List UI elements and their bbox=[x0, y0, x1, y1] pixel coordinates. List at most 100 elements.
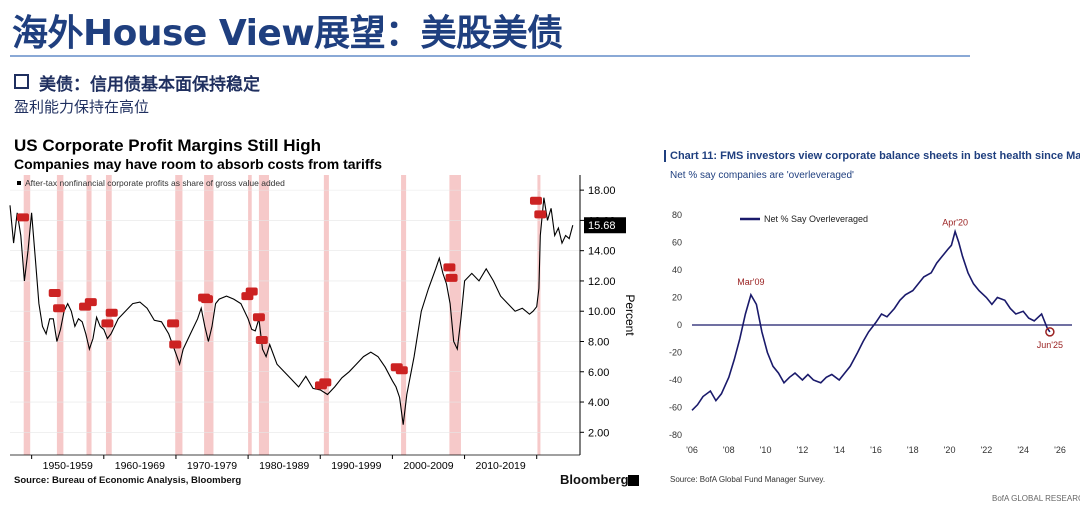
x-tick-label: 2000-2009 bbox=[403, 460, 453, 470]
tariff-marker bbox=[245, 287, 258, 296]
recession-band bbox=[175, 175, 183, 455]
square-bullet-icon bbox=[14, 74, 29, 89]
recession-band bbox=[248, 175, 252, 455]
tariff-marker bbox=[53, 304, 66, 313]
y-tick-label: 18.00 bbox=[588, 185, 616, 197]
annotation-label: Mar'09 bbox=[737, 277, 764, 287]
bloomberg-icon bbox=[628, 475, 639, 486]
tariff-marker bbox=[534, 210, 547, 219]
overleveraged-line bbox=[691, 228, 1051, 411]
recession-band bbox=[86, 175, 92, 455]
tariff-marker bbox=[395, 366, 408, 375]
right-chart-source: Source: BofA Global Fund Manager Survey. bbox=[670, 475, 826, 484]
y-tick-label: 4.00 bbox=[588, 397, 609, 409]
y-tick-label: 14.00 bbox=[588, 246, 616, 258]
left-chart: 18.0016.0014.0012.0010.008.006.004.002.0… bbox=[9, 175, 637, 470]
recession-band bbox=[537, 175, 541, 455]
title-divider bbox=[10, 55, 970, 57]
recession-band bbox=[449, 175, 461, 455]
x-tick-label: 1950-1959 bbox=[43, 460, 93, 470]
tariff-marker bbox=[443, 263, 456, 272]
x-tick-label: '06 bbox=[686, 445, 698, 455]
annotation-circle bbox=[1045, 327, 1055, 337]
tariff-marker bbox=[84, 298, 97, 307]
left-chart-title: US Corporate Profit Margins Still High bbox=[14, 136, 321, 155]
last-value-label: 15.68 bbox=[588, 220, 616, 232]
right-chart-title: Chart 11: FMS investors view corporate b… bbox=[664, 150, 1080, 162]
x-tick-label: '14 bbox=[833, 445, 845, 455]
profit-margin-line bbox=[9, 197, 574, 425]
y-tick-label: 10.00 bbox=[588, 306, 616, 318]
legend-label: After-tax nonfinancial corporate profits… bbox=[25, 178, 285, 188]
tariff-marker bbox=[16, 213, 29, 222]
annotation-label: Jun'25 bbox=[1037, 340, 1063, 350]
x-tick-label: '10 bbox=[760, 445, 772, 455]
x-tick-label: 1990-1999 bbox=[331, 460, 381, 470]
tariff-marker bbox=[252, 313, 265, 322]
tariff-marker bbox=[48, 289, 61, 298]
recession-band bbox=[23, 175, 31, 455]
y-tick-label: 20 bbox=[672, 293, 682, 303]
x-tick-label: 2010-2019 bbox=[476, 460, 526, 470]
y-tick-label: -80 bbox=[669, 430, 682, 440]
y-tick-label: 6.00 bbox=[588, 367, 609, 379]
recession-band bbox=[323, 175, 329, 455]
right-annotations: Mar'09 Apr'20 Jun'25 bbox=[737, 218, 1063, 350]
y-tick-label: -40 bbox=[669, 375, 682, 385]
bloomberg-logo: Bloomberg bbox=[560, 472, 629, 487]
x-tick-label: '16 bbox=[870, 445, 882, 455]
profit-margin-series bbox=[9, 197, 574, 425]
y-axis-title: Percent bbox=[623, 294, 637, 336]
x-tick-label: '24 bbox=[1017, 445, 1029, 455]
section-subheading: 盈利能力保持在高位 bbox=[14, 98, 150, 116]
x-tick-label: '12 bbox=[797, 445, 809, 455]
recession-bands bbox=[23, 175, 541, 455]
x-tick-label: '08 bbox=[723, 445, 735, 455]
tariff-marker bbox=[169, 340, 182, 349]
tariff-marker bbox=[255, 335, 268, 344]
left-chart-source: Source: Bureau of Economic Analysis, Blo… bbox=[14, 475, 242, 486]
right-chart: 80 60 40 20 0 -20 -40 -60 -80 '06 '08 '10 '12 '14 '16 '… bbox=[669, 210, 1072, 455]
y-tick-label: 12.00 bbox=[588, 276, 616, 288]
tariff-marker bbox=[445, 273, 458, 282]
y-tick-label: -20 bbox=[669, 348, 682, 358]
tariff-marker bbox=[200, 295, 213, 304]
x-tick-label: '22 bbox=[981, 445, 993, 455]
y-tick-label: 40 bbox=[672, 265, 682, 275]
y-tick-label: 8.00 bbox=[588, 336, 609, 348]
tariff-marker bbox=[529, 196, 542, 205]
section-heading: 美债：信用债基本面保持稳定 bbox=[14, 70, 260, 95]
left-grid bbox=[10, 189, 580, 433]
section-heading-text: 美债：信用债基本面保持稳定 bbox=[39, 75, 260, 95]
right-axes: 80 60 40 20 0 -20 -40 -60 -80 '06 '08 '10 '12 '14 '16 '… bbox=[669, 210, 1072, 455]
overleveraged-series bbox=[691, 228, 1051, 411]
y-tick-label: 2.00 bbox=[588, 427, 609, 439]
tariff-marker bbox=[105, 308, 118, 317]
x-tick-label: '26 bbox=[1054, 445, 1066, 455]
tariff-markers bbox=[16, 196, 547, 390]
recession-band bbox=[204, 175, 214, 455]
left-chart-subtitle: Companies may have room to absorb costs … bbox=[14, 156, 382, 172]
annotation-label: Apr'20 bbox=[942, 218, 968, 228]
left-axes: 18.0016.0014.0012.0010.008.006.004.002.0… bbox=[10, 175, 637, 470]
page-title: 海外House View展望：美股美债 bbox=[12, 13, 563, 54]
x-tick-label: 1960-1969 bbox=[115, 460, 165, 470]
y-tick-label: -60 bbox=[669, 403, 682, 413]
y-tick-label: 60 bbox=[672, 238, 682, 248]
x-tick-label: '20 bbox=[944, 445, 956, 455]
x-tick-label: '18 bbox=[907, 445, 919, 455]
y-tick-label: 80 bbox=[672, 210, 682, 220]
y-tick-label: 0 bbox=[677, 320, 682, 330]
tariff-marker bbox=[319, 378, 332, 387]
tariff-marker bbox=[101, 319, 114, 328]
bofa-research-logo: BofA GLOBAL RESEARCH bbox=[992, 494, 1080, 503]
recession-band bbox=[56, 175, 64, 455]
legend-swatch bbox=[17, 181, 21, 185]
last-value-box bbox=[584, 217, 626, 234]
recession-band bbox=[401, 175, 407, 455]
x-tick-label: 1980-1989 bbox=[259, 460, 309, 470]
legend-label: Net % Say Overleveraged bbox=[764, 214, 868, 224]
right-chart-subtitle: Net % say companies are 'overleveraged' bbox=[670, 170, 854, 181]
tariff-marker bbox=[167, 319, 180, 328]
x-tick-label: 1970-1979 bbox=[187, 460, 237, 470]
